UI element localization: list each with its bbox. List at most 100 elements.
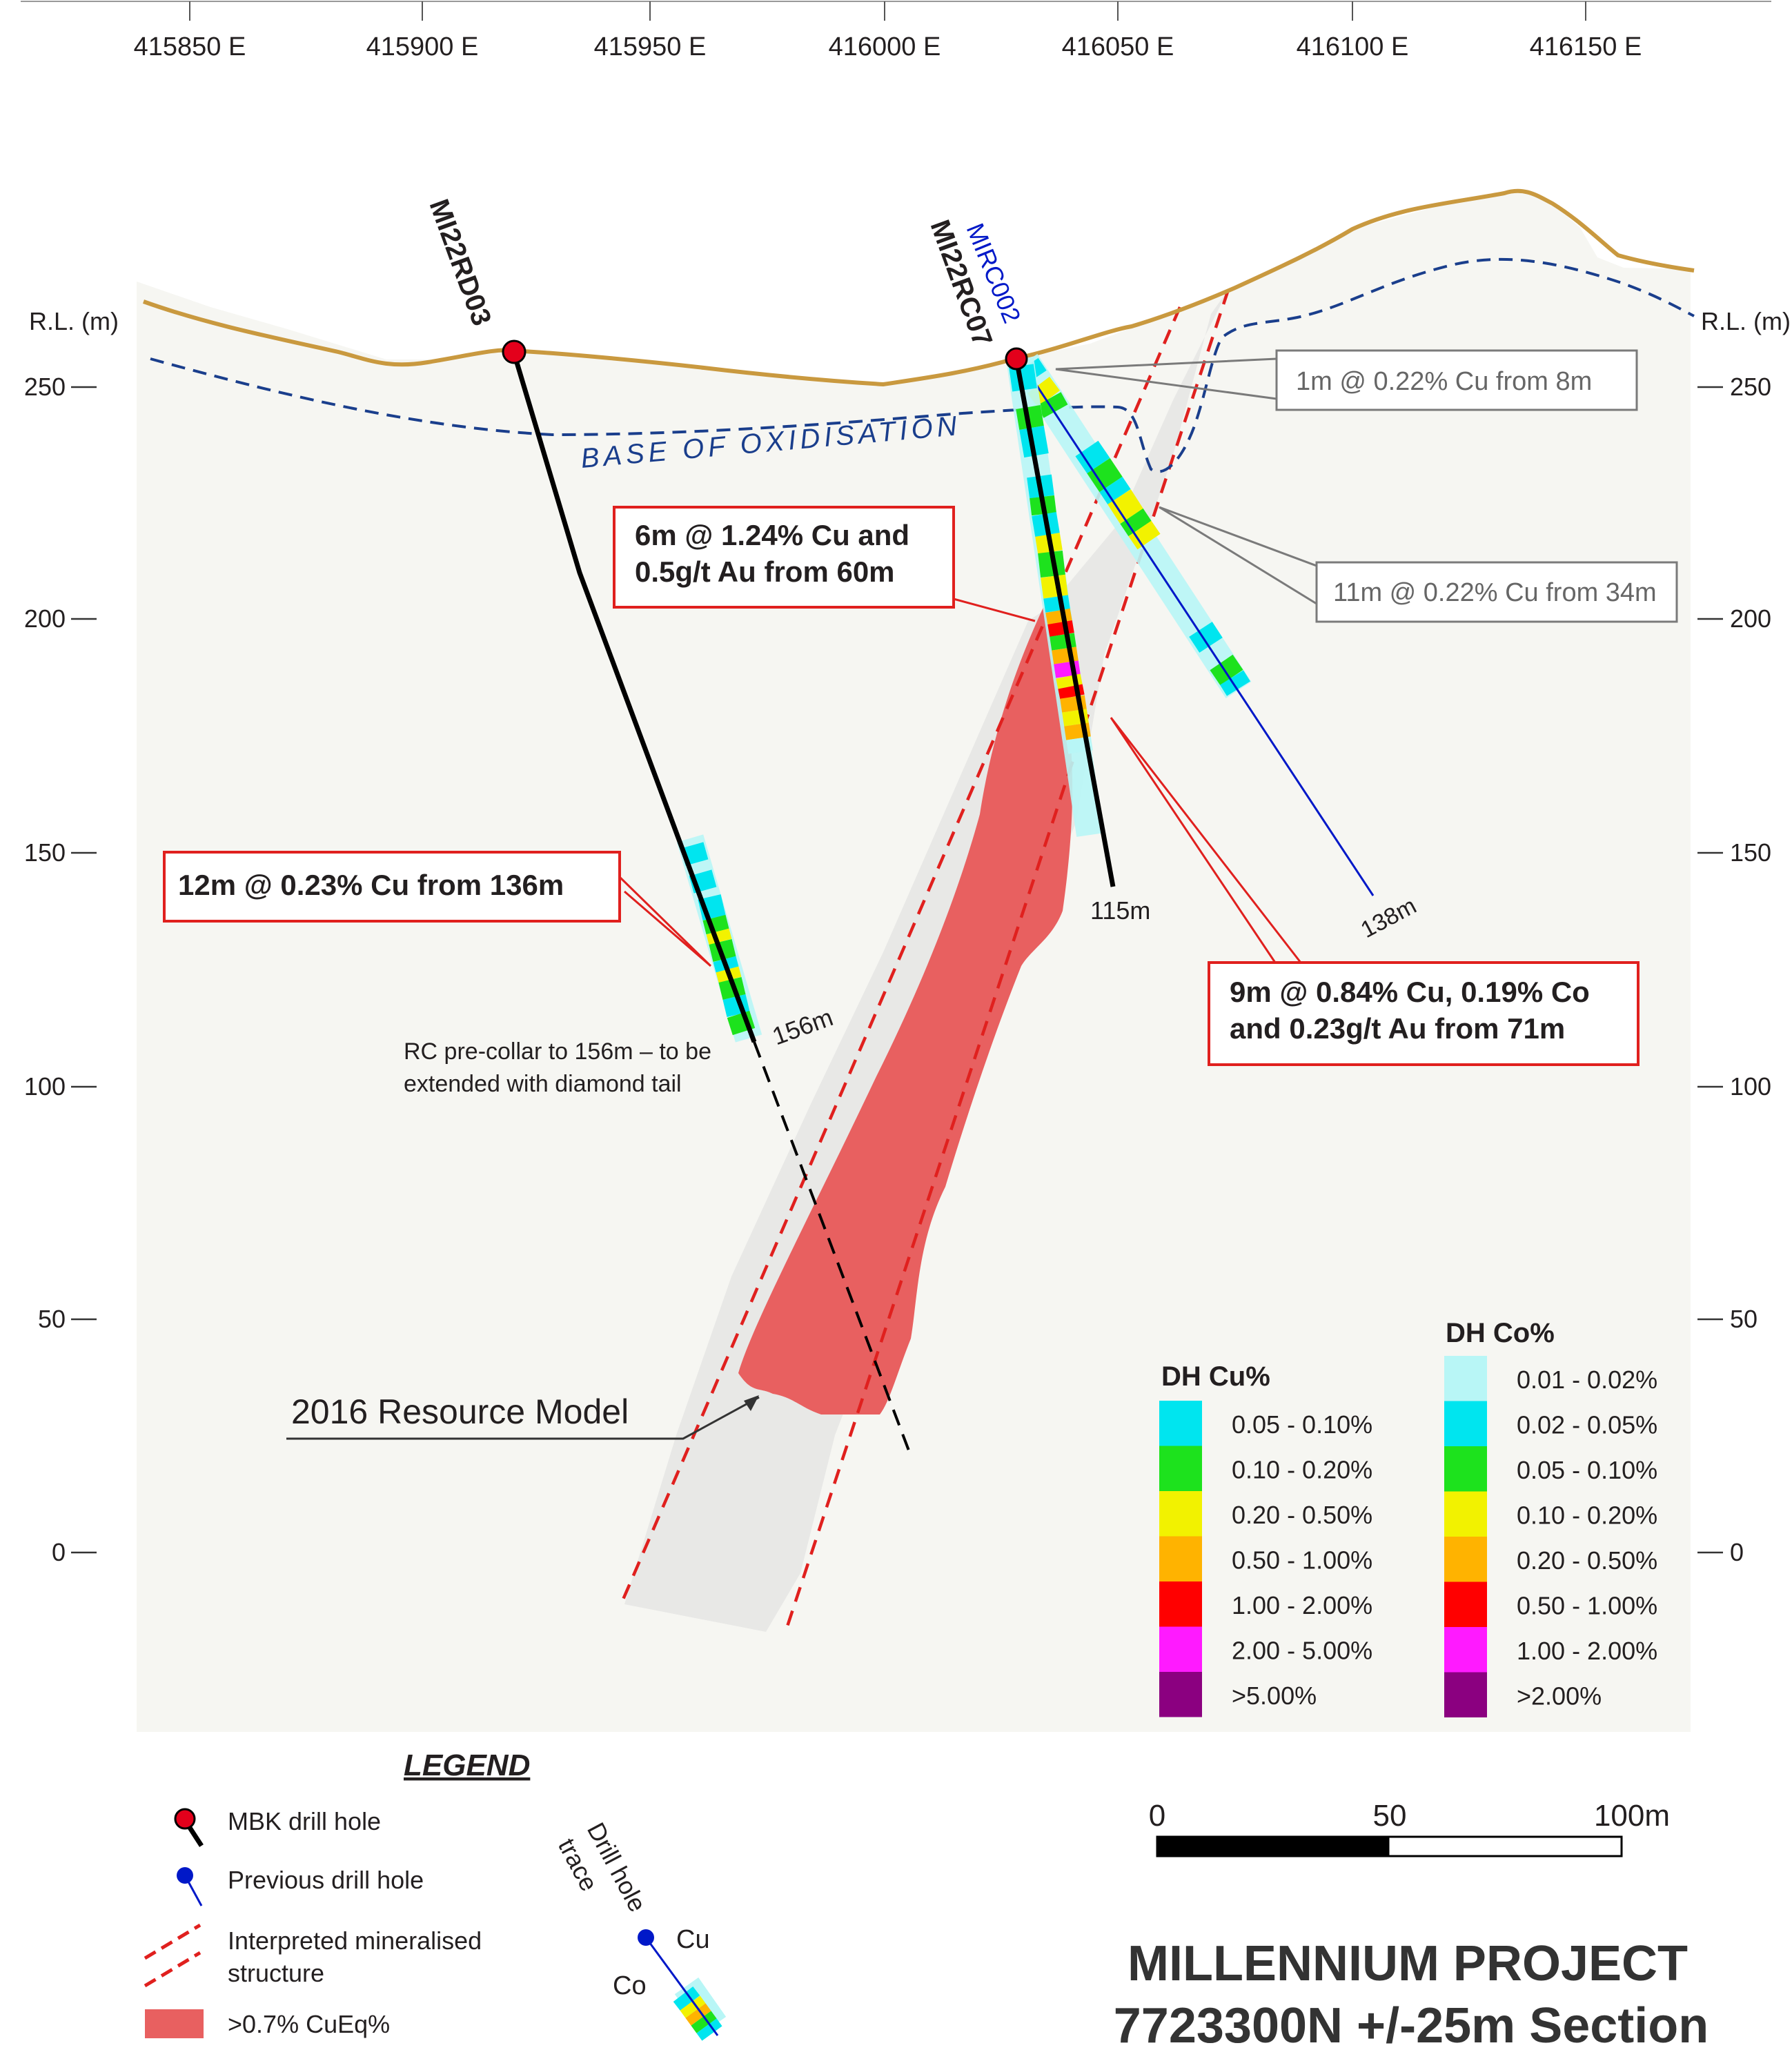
easting-label: 415900 E	[366, 32, 479, 61]
rl-tick-label: 50	[1730, 1305, 1757, 1333]
base-of-oxidisation-line	[150, 257, 1695, 473]
cu-legend-swatch	[1159, 1536, 1202, 1581]
rl-tick-label: 100	[24, 1072, 66, 1101]
easting-label: 416150 E	[1530, 32, 1642, 61]
intercept-callout-6m: 6m @ 1.24% Cu and 0.5g/t Au from 60m	[613, 506, 1036, 622]
intercept-text: 1m @ 0.22% Cu from 8m	[1296, 367, 1592, 396]
cu-legend-title: DH Cu%	[1161, 1361, 1270, 1392]
drill-hole-mi22rc07: MI22RC07 115m	[925, 216, 1151, 925]
co-legend-label: 0.05 - 0.10%	[1517, 1456, 1657, 1484]
intercept-callout-9m: 9m @ 0.84% Cu, 0.19% Co and 0.23g/t Au f…	[1110, 717, 1640, 1066]
rl-tick-label: 200	[24, 604, 66, 633]
trace-sample-symbol	[638, 1929, 727, 2041]
section-title: 7723300N +/-25m Section	[1114, 1998, 1709, 2053]
rl-tick-label: 150	[1730, 838, 1771, 867]
legend-structure-label: Interpreted mineralised	[228, 1926, 482, 1955]
rl-tick-label: 50	[38, 1305, 66, 1333]
scale-label: 100m	[1594, 1799, 1670, 1833]
resource-model-callout: 2016 Resource Model	[286, 1392, 760, 1440]
co-legend-label: 1.00 - 2.00%	[1517, 1637, 1657, 1665]
cu-legend-swatch	[1159, 1491, 1202, 1537]
intercept-callout-12m: 12m @ 0.23% Cu from 136m	[163, 851, 712, 967]
scale-label: 50	[1373, 1799, 1407, 1833]
intercept-text: and 0.23g/t Au from 71m	[1230, 1012, 1565, 1045]
easting-label: 416050 E	[1062, 32, 1174, 61]
easting-label: 416000 E	[829, 32, 941, 61]
co-legend-swatch	[1444, 1446, 1487, 1492]
rl-tick-label: 250	[24, 373, 66, 401]
cu-legend-swatch	[1159, 1626, 1202, 1672]
co-legend-swatch	[1444, 1491, 1487, 1537]
cueq-symbol	[145, 2009, 204, 2038]
resource-model-label: 2016 Resource Model	[291, 1392, 629, 1431]
rl-axis-right: R.L. (m) 250 200 150 100 50 0	[1697, 307, 1791, 1566]
cu-legend-label: 1.00 - 2.00%	[1232, 1591, 1372, 1619]
intercept-text: 9m @ 0.84% Cu, 0.19% Co	[1230, 976, 1590, 1008]
co-legend-swatch	[1444, 1581, 1487, 1627]
intercept-callout-11m: 11m @ 0.22% Cu from 34m	[1159, 506, 1678, 623]
scale-label: 0	[1149, 1799, 1165, 1833]
rl-tick-label: 200	[1730, 604, 1771, 633]
legend-title: LEGEND	[404, 1748, 530, 1782]
scale-bar: 0 50 100m	[1149, 1799, 1670, 1857]
co-legend-swatch	[1444, 1401, 1487, 1446]
precollar-note: RC pre-collar to 156m – to be	[404, 1038, 711, 1065]
intercept-text: 11m @ 0.22% Cu from 34m	[1333, 578, 1657, 607]
top-easting-axis: 415850 E 415900 E 415950 E 416000 E 4160…	[21, 1, 1771, 61]
rl-tick-label: 0	[52, 1538, 66, 1566]
co-legend-label: 0.50 - 1.00%	[1517, 1592, 1657, 1620]
cu-legend-swatch	[1159, 1672, 1202, 1717]
precollar-note: extended with diamond tail	[404, 1071, 682, 1097]
hole-name-mi22rd03: MI22RD03	[424, 195, 498, 330]
structure-symbol	[144, 1923, 201, 1988]
map-legend: LEGEND MBK drill hole Previous drill hol…	[144, 1748, 727, 2041]
co-legend-swatch	[1444, 1537, 1487, 1582]
co-legend-swatch	[1444, 1356, 1487, 1401]
legend-cu-label: Cu	[676, 1925, 710, 1954]
mbk-hole-symbol	[174, 1808, 196, 1830]
resource-model-body	[738, 607, 1073, 1414]
cu-legend-label: 0.20 - 0.50%	[1232, 1501, 1372, 1529]
intercept-callout-1m: 1m @ 0.22% Cu from 8m	[1055, 349, 1638, 411]
project-title: MILLENNIUM PROJECT	[1128, 1936, 1688, 1991]
intercept-text: 0.5g/t Au from 60m	[635, 555, 895, 588]
cu-legend-label: 0.50 - 1.00%	[1232, 1546, 1372, 1575]
interpreted-structure-lines	[619, 289, 1230, 1629]
rl-axis-label-left: R.L. (m)	[29, 307, 119, 335]
co-legend-label: 0.20 - 0.50%	[1517, 1546, 1657, 1575]
easting-label: 415950 E	[594, 32, 707, 61]
cu-legend-swatch	[1159, 1446, 1202, 1491]
co-legend-label: 0.01 - 0.02%	[1517, 1366, 1657, 1394]
collar-marker-mi22rd03	[502, 339, 526, 364]
cu-legend-swatch	[1159, 1581, 1202, 1627]
rl-tick-label: 0	[1730, 1538, 1744, 1566]
legend-cueq-label: >0.7% CuEq%	[228, 2010, 390, 2038]
cu-grade-legend: DH Cu% 0.05 - 0.10% 0.10 - 0.20% 0.20 - 0.…	[1159, 1361, 1372, 1717]
co-legend-label: 0.02 - 0.05%	[1517, 1411, 1657, 1439]
co-legend-swatch	[1444, 1672, 1487, 1717]
co-legend-swatch	[1444, 1627, 1487, 1673]
cu-legend-label: >5.00%	[1232, 1682, 1317, 1710]
cu-legend-label: 0.10 - 0.20%	[1232, 1456, 1372, 1484]
co-grade-legend: DH Co% 0.01 - 0.02% 0.02 - 0.05% 0.05 - 0.…	[1444, 1318, 1657, 1717]
cu-legend-label: 0.05 - 0.10%	[1232, 1410, 1372, 1439]
collar-marker-mi22rc07	[1005, 347, 1028, 371]
rl-tick-label: 250	[1730, 373, 1771, 401]
easting-label: 416100 E	[1297, 32, 1409, 61]
intercept-text: 6m @ 1.24% Cu and	[635, 519, 909, 551]
rl-axis-left: R.L. (m) 250 200 150 100 50 0	[24, 307, 119, 1566]
legend-structure-label: structure	[228, 1959, 324, 1987]
legend-co-label: Co	[613, 1971, 647, 2000]
hole-depth-mi22rc07: 115m	[1090, 896, 1150, 925]
easting-label: 415850 E	[134, 32, 246, 61]
legend-mbk-label: MBK drill hole	[228, 1807, 381, 1835]
rl-tick-label: 150	[24, 838, 66, 867]
co-legend-label: 0.10 - 0.20%	[1517, 1501, 1657, 1530]
legend-previous-label: Previous drill hole	[228, 1866, 424, 1894]
rl-tick-label: 100	[1730, 1072, 1771, 1101]
rl-axis-label-right: R.L. (m)	[1701, 307, 1791, 335]
co-legend-label: >2.00%	[1517, 1682, 1602, 1711]
previous-hole-symbol	[177, 1867, 193, 1884]
co-legend-title: DH Co%	[1446, 1318, 1555, 1348]
